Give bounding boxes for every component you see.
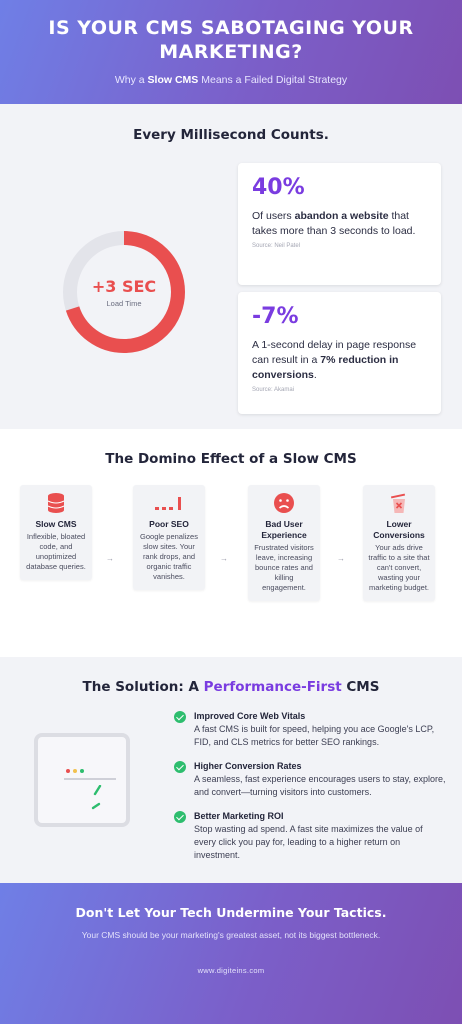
check-circle-icon <box>174 711 186 723</box>
browser-window-icon <box>34 733 130 827</box>
domino-section: The Domino Effect of a Slow CMS Slow CMS… <box>0 429 462 657</box>
stat-number: -7% <box>252 304 299 329</box>
arrow-icon: → <box>337 554 345 563</box>
solution-item-core-web-vitals: Improved Core Web Vitals A fast CMS is b… <box>174 711 446 749</box>
footer-title: Don't Let Your Tech Undermine Your Tacti… <box>75 905 387 920</box>
step-desc: Inflexible, bloated code, and unoptimize… <box>26 532 86 571</box>
website-link[interactable]: www.digiteins.com <box>197 966 265 975</box>
check-mark-icon <box>91 785 102 810</box>
ring-fill <box>63 231 185 353</box>
solution-desc: Stop wasting ad spend. A fast site maxim… <box>194 824 423 860</box>
page-title: IS YOUR CMS SABOTAGING YOUR MARKETING? <box>48 17 414 63</box>
step-title: Lower Conversions <box>373 519 425 540</box>
step-title: Slow CMS <box>35 519 77 529</box>
load-time-ring <box>63 231 185 353</box>
page-subtitle: Why a Slow CMS Means a Failed Digital St… <box>114 74 348 86</box>
database-icon <box>24 490 88 516</box>
domino-card-slow-cms: Slow CMS Inflexible, bloated code, and u… <box>20 485 92 580</box>
solution-title: Higher Conversion Rates <box>194 761 302 771</box>
stat-text: Of users abandon a website that takes mo… <box>252 210 416 237</box>
speed-section: Every Millisecond Counts. +3 SEC Load Ti… <box>0 104 462 429</box>
trash-bin-icon <box>367 490 431 516</box>
step-title: Poor SEO <box>149 519 189 529</box>
frown-face-icon <box>252 490 316 516</box>
footer-subtitle: Your CMS should be your marketing's grea… <box>81 930 381 940</box>
solution-title: Better Marketing ROI <box>194 811 284 821</box>
solution-section: The Solution: A Performance-First CMS Im… <box>0 657 462 883</box>
step-desc: Google penalizes slow sites. Your rank d… <box>140 532 198 581</box>
stat-source: Source: Neil Patel <box>252 243 301 249</box>
footer-banner: Don't Let Your Tech Undermine Your Tacti… <box>0 883 462 1024</box>
solution-item-marketing-roi: Better Marketing ROI Stop wasting ad spe… <box>174 811 446 862</box>
arrow-icon: → <box>106 554 114 563</box>
step-title: Bad User Experience <box>261 519 307 540</box>
load-time-label: Load Time <box>106 298 142 308</box>
stat-card-abandon: 40% Of users abandon a website that take… <box>238 163 441 285</box>
step-desc: Your ads drive traffic to a site that ca… <box>368 543 430 592</box>
solution-item-conversion-rates: Higher Conversion Rates A seamless, fast… <box>174 761 446 799</box>
domino-card-poor-seo: Poor SEO Google penalizes slow sites. Yo… <box>133 485 205 590</box>
solution-heading: The Solution: A Performance-First CMS <box>82 679 380 695</box>
solution-title: Improved Core Web Vitals <box>194 711 306 721</box>
step-desc: Frustrated visitors leave, increasing bo… <box>254 543 314 592</box>
bar-chart-icon <box>137 490 201 516</box>
stat-number: 40% <box>252 175 305 200</box>
domino-card-lower-conversions: Lower Conversions Your ads drive traffic… <box>363 485 435 601</box>
check-circle-icon <box>174 761 186 773</box>
solution-desc: A seamless, fast experience encourages u… <box>194 774 446 797</box>
stat-source: Source: Akamai <box>252 387 295 393</box>
stat-card-conversion: -7% A 1-second delay in page response ca… <box>238 292 441 414</box>
check-circle-icon <box>174 811 186 823</box>
solution-desc: A fast CMS is built for speed, helping y… <box>194 724 435 747</box>
stat-text: A 1-second delay in page response can re… <box>252 339 417 381</box>
header-banner: IS YOUR CMS SABOTAGING YOUR MARKETING? W… <box>0 0 462 104</box>
domino-heading: The Domino Effect of a Slow CMS <box>105 451 357 467</box>
speed-heading: Every Millisecond Counts. <box>133 127 329 143</box>
arrow-icon: → <box>220 554 228 563</box>
domino-card-bad-ux: Bad User Experience Frustrated visitors … <box>248 485 320 601</box>
load-time-value: +3 SEC <box>91 276 157 296</box>
